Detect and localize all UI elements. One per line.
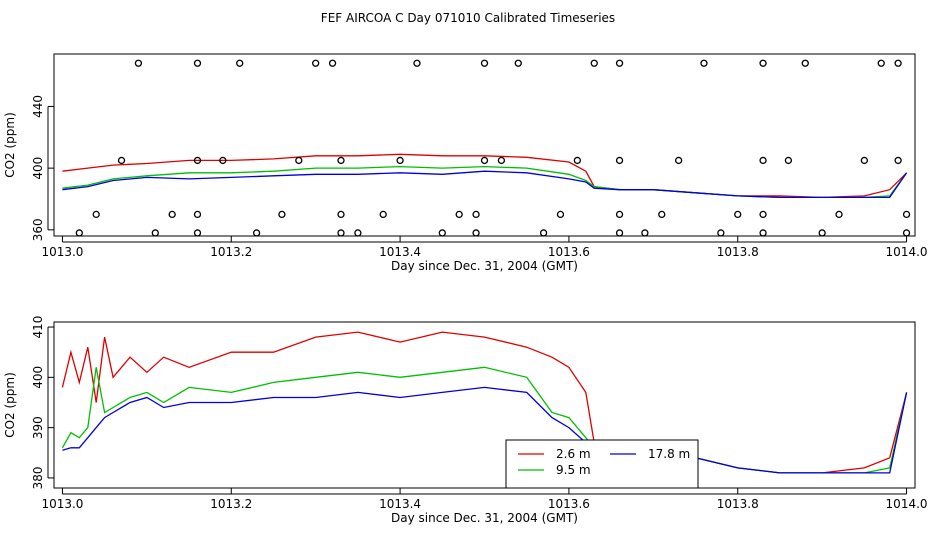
scatter-point [134, 59, 143, 67]
scatter-point [894, 59, 902, 67]
scatter-point [295, 156, 303, 165]
scatter-point [480, 59, 489, 67]
scatter-point [337, 156, 345, 165]
scatter-point [590, 59, 598, 67]
scatter-point [717, 229, 725, 237]
scatter-point [759, 59, 767, 67]
scatter-point [472, 210, 480, 219]
scatter-point [337, 229, 345, 237]
scatter-point [759, 229, 767, 237]
y-tick-label: 380 [31, 466, 45, 489]
scatter-point [337, 210, 345, 219]
scatter-point [658, 210, 666, 219]
scatter-point [556, 210, 565, 219]
scatter-point [759, 210, 767, 219]
scatter-point [615, 229, 624, 237]
series-line-9-5-m [61, 366, 908, 474]
y-tick-label: 390 [31, 416, 45, 439]
scatter-point [193, 59, 202, 67]
scatter-point [278, 210, 286, 219]
scatter-point [396, 156, 404, 165]
x-tick-label: 1014.0 [886, 497, 928, 511]
scatter-point [700, 59, 708, 67]
scatter-point [472, 229, 480, 237]
plot-frame [53, 321, 916, 489]
x-tick-label: 1013.2 [210, 245, 252, 259]
legend-entry: 17.8 m [648, 447, 690, 461]
scatter-point [641, 229, 649, 237]
scatter-point [312, 59, 320, 67]
scatter-point [801, 59, 809, 67]
scatter-point [539, 229, 548, 237]
figure-title: FEF AIRCOA C Day 071010 Calibrated Times… [321, 11, 615, 25]
y-tick-label: 400 [31, 366, 45, 389]
scatter-point [193, 156, 202, 165]
scatter-point [674, 156, 683, 165]
scatter-point [759, 156, 767, 165]
scatter-point [219, 156, 227, 165]
x-tick-label: 1013.6 [548, 245, 590, 259]
x-tick-label: 1013.4 [379, 497, 421, 511]
scatter-point [236, 59, 244, 67]
y-tick-label: 440 [31, 95, 45, 118]
scatter-point [92, 210, 100, 219]
series-line-blue [62, 170, 908, 199]
scatter-point [117, 156, 126, 165]
x-tick-label: 1013.0 [41, 245, 83, 259]
scatter-point [193, 229, 202, 237]
scatter-point [379, 210, 387, 219]
scatter-point [877, 59, 885, 67]
chart-bottom: 1013.0 1013.2 1013.4 1013.6 1013.8 1014.0 380 3… [3, 316, 928, 525]
scatter-point [818, 229, 826, 237]
legend-box [505, 439, 699, 489]
scatter-point [151, 229, 159, 237]
x-tick-label: 1013.4 [379, 245, 421, 259]
x-axis-label: Day since Dec. 31, 2004 (GMT) [391, 259, 578, 273]
y-axis-label: CO2 (ppm) [3, 372, 17, 438]
scatter-point [354, 229, 362, 237]
plot-frame [53, 53, 916, 237]
y-tick-label: 400 [31, 157, 45, 180]
scatter-point [75, 229, 83, 237]
scatter-point [734, 210, 742, 219]
scatter-point [615, 210, 624, 219]
x-tick-label: 1013.2 [210, 497, 252, 511]
y-tick-label: 360 [31, 218, 45, 241]
x-tick-label: 1013.8 [717, 245, 759, 259]
series-line-17-8-m [62, 386, 908, 474]
scatter-point [615, 59, 624, 67]
scatter-point [835, 210, 843, 219]
x-tick-label: 1013.8 [717, 497, 759, 511]
scatter-point [784, 156, 793, 165]
scatter-point [480, 156, 489, 165]
y-axis-label: CO2 (ppm) [3, 112, 17, 178]
scatter-point [252, 229, 261, 237]
scatter-point [168, 210, 176, 219]
x-tick-label: 1013.6 [548, 497, 590, 511]
series-line-red [62, 153, 908, 199]
scatter-point [438, 229, 446, 237]
scatter-point [902, 210, 911, 219]
scatter-point [455, 210, 463, 219]
scatter-point [902, 229, 911, 237]
scatter-point [413, 59, 421, 67]
scatter-point [860, 156, 869, 165]
x-axis-label: Day since Dec. 31, 2004 (GMT) [391, 511, 578, 525]
scatter-point [573, 156, 582, 165]
scatter-point [497, 156, 506, 165]
scatter-point [615, 156, 624, 165]
x-tick-label: 1013.0 [41, 497, 83, 511]
legend-entry: 2.6 m [556, 447, 591, 461]
legend: 2.6 m 9.5 m 17.8 m [505, 439, 699, 489]
y-tick-label: 410 [31, 316, 45, 339]
scatter-point [894, 156, 902, 165]
scatter-point [193, 210, 202, 219]
scatter-point [514, 59, 522, 67]
scatter-point [328, 59, 337, 67]
x-tick-label: 1014.0 [886, 245, 928, 259]
legend-entry: 9.5 m [556, 463, 591, 477]
chart-top: 1013.0 1013.2 1013.4 1013.6 1013.8 1014.0 360 4… [3, 53, 928, 273]
